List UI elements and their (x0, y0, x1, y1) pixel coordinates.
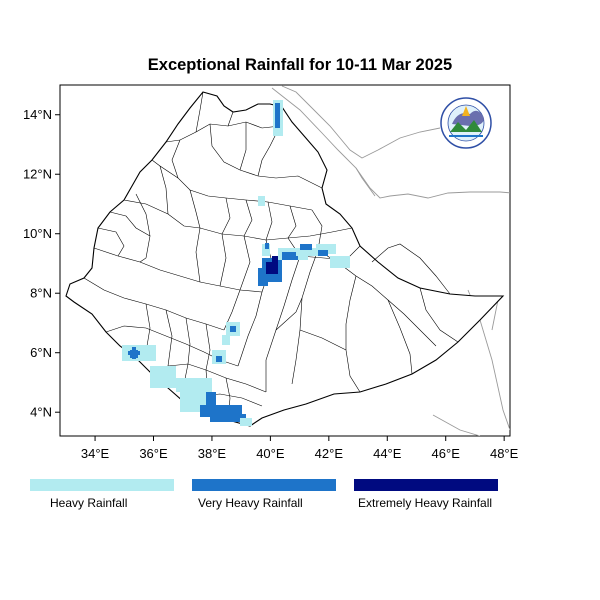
legend-swatch (192, 479, 336, 491)
rainfall-cell (258, 268, 268, 286)
axis-ticks: 34°E 36°E 38°E 40°E 42°E 44°E 46°E 48°E 4°N 6°N 8°… (23, 107, 519, 461)
legend-swatch (30, 479, 174, 491)
rainfall-cell (230, 326, 236, 332)
map-area (65, 85, 510, 436)
x-tick-label: 40°E (256, 446, 285, 461)
y-tick-label: 12°N (23, 167, 52, 182)
x-tick-label: 46°E (432, 446, 461, 461)
rainfall-cell (275, 103, 280, 128)
rainfall-cell (282, 252, 298, 260)
rainfall-cell (296, 248, 318, 256)
rainfall-cell (316, 244, 336, 254)
rainfall-cell (300, 244, 312, 250)
rainfall-cell (330, 256, 350, 268)
x-tick-label: 34°E (81, 446, 110, 461)
x-tick-label: 48°E (490, 446, 519, 461)
y-tick-label: 4°N (30, 405, 52, 420)
y-tick-label: 14°N (23, 107, 52, 122)
legend-label: Heavy Rainfall (50, 496, 127, 510)
legend: Heavy Rainfall Very Heavy Rainfall Extreme… (30, 479, 498, 510)
rainfall-cell (265, 243, 269, 249)
rainfall-cell (262, 244, 270, 256)
legend-label: Very Heavy Rainfall (198, 496, 303, 510)
y-tick-label: 6°N (30, 345, 52, 360)
rainfall-cell (216, 356, 222, 362)
ethiopian-meteorology-institute-logo (440, 97, 492, 149)
rainfall-cell (128, 347, 140, 359)
rainfall-cell (206, 392, 216, 414)
legend-label: Extremely Heavy Rainfall (358, 496, 492, 510)
y-tick-label: 8°N (30, 286, 52, 301)
x-tick-label: 44°E (373, 446, 402, 461)
rainfall-cell (150, 366, 176, 388)
map-title: Exceptional Rainfall for 10-11 Mar 2025 (147, 56, 453, 74)
rainfall-cell (210, 412, 236, 422)
rainfall-cell (266, 262, 278, 274)
x-tick-label: 42°E (315, 446, 344, 461)
rainfall-cell (318, 250, 328, 256)
rainfall-cell (222, 335, 230, 345)
rainfall-cell (272, 256, 278, 262)
rainfall-cell (240, 418, 252, 426)
rainfall-cell (232, 414, 246, 422)
plot-frame (59, 84, 511, 437)
x-tick-label: 36°E (139, 446, 168, 461)
legend-swatch (354, 479, 498, 491)
rainfall-cells (122, 100, 350, 426)
y-tick-label: 10°N (23, 226, 52, 241)
rainfall-cell (258, 196, 265, 206)
x-tick-label: 38°E (198, 446, 227, 461)
